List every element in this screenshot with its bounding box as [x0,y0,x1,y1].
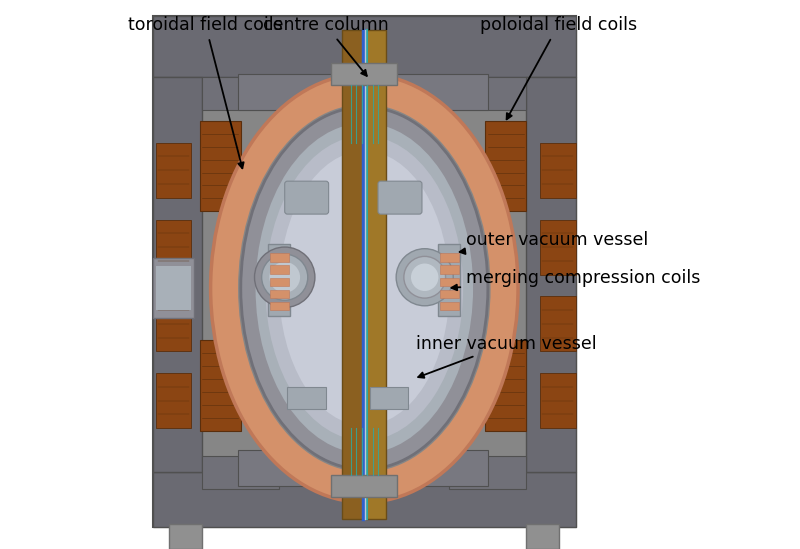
Circle shape [404,256,446,298]
Bar [156,266,191,310]
Bar [440,290,458,298]
Circle shape [396,249,454,306]
Text: merging compression coils: merging compression coils [451,269,700,290]
Bar [440,254,458,262]
Ellipse shape [266,136,463,441]
Ellipse shape [254,122,474,455]
Bar [156,296,191,351]
Circle shape [411,264,438,291]
Bar [485,121,526,211]
Bar [540,220,576,274]
Circle shape [254,247,315,307]
Bar [270,302,289,310]
Bar [331,63,398,85]
Bar [153,472,576,527]
Text: poloidal field coils: poloidal field coils [480,16,637,119]
Bar [440,302,458,310]
Text: toroidal field coils: toroidal field coils [128,16,283,169]
Bar [331,475,398,497]
Bar [540,296,576,351]
Text: centre column: centre column [263,16,389,76]
Bar [450,456,526,489]
Bar [156,143,191,198]
Bar [526,524,559,549]
Bar [156,220,191,274]
Bar [268,244,290,316]
Bar [238,450,488,486]
Bar [485,340,526,431]
Bar [270,290,289,298]
Bar [370,387,408,409]
Bar [202,77,279,110]
Bar [438,244,460,316]
Bar [153,258,194,318]
Bar [287,387,326,409]
FancyBboxPatch shape [153,16,576,527]
Bar [540,143,576,198]
Text: inner vacuum vessel: inner vacuum vessel [417,335,597,378]
Bar [366,30,386,519]
Bar [540,373,576,428]
Bar [440,278,458,286]
Bar [153,16,576,77]
Circle shape [270,262,300,293]
Bar [156,373,191,428]
Ellipse shape [238,104,490,472]
Bar [440,266,458,274]
Bar [200,121,241,211]
Bar [153,77,202,472]
Bar [270,254,289,262]
Bar [342,30,366,519]
FancyBboxPatch shape [378,181,422,214]
Bar [526,77,576,472]
Bar [450,77,526,110]
Text: outer vacuum vessel: outer vacuum vessel [460,231,648,254]
Ellipse shape [279,151,450,425]
Bar [200,340,241,431]
Ellipse shape [210,74,518,502]
FancyBboxPatch shape [285,181,329,214]
Ellipse shape [241,107,488,469]
Bar [270,266,289,274]
Bar [170,524,202,549]
Circle shape [262,254,308,300]
Bar [202,456,279,489]
Bar [270,278,289,286]
Bar [238,74,488,110]
